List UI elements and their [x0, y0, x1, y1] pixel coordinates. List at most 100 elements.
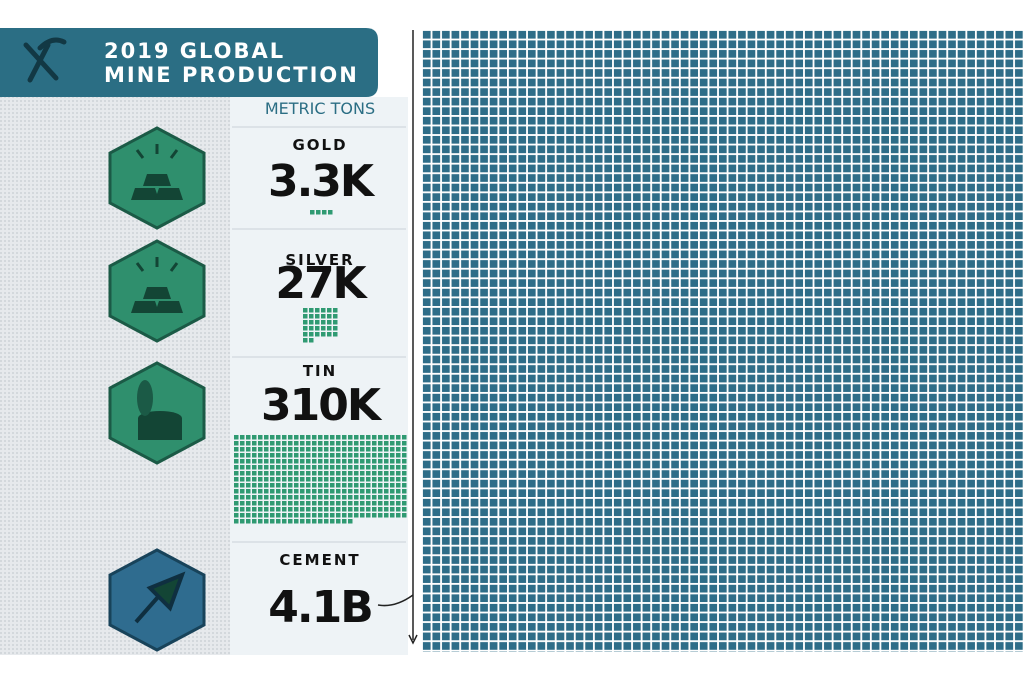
mini-square [354, 483, 359, 488]
mini-square [312, 441, 317, 446]
mini-square [234, 441, 239, 446]
mini-square [402, 501, 407, 506]
mini-square [390, 477, 395, 482]
rays [135, 144, 179, 159]
mini-square [354, 501, 359, 506]
mini-square [366, 495, 371, 500]
mini-square [318, 489, 323, 494]
rays [135, 257, 179, 272]
item-value: 27K [275, 258, 368, 309]
mini-square [384, 495, 389, 500]
mini-square [336, 483, 341, 488]
mini-square [282, 483, 287, 488]
mini-square [234, 477, 239, 482]
mini-square [318, 501, 323, 506]
mini-square [252, 435, 257, 440]
bracket [377, 30, 418, 645]
mini-square [288, 441, 293, 446]
mini-square [240, 435, 245, 440]
mini-square [384, 471, 389, 476]
mini-square [378, 441, 383, 446]
item-name: SILVER [285, 251, 354, 269]
title-line: MINE PRODUCTION [104, 63, 359, 87]
mini-square [366, 453, 371, 458]
mini-square [330, 495, 335, 500]
mini-square [288, 507, 293, 512]
cement-waffle [422, 30, 1024, 652]
mini-square [360, 435, 365, 440]
mini-square [270, 471, 275, 476]
mini-square [276, 441, 281, 446]
mini-square [360, 513, 365, 518]
mini-square [321, 326, 326, 331]
mini-square [390, 441, 395, 446]
mini-square [390, 495, 395, 500]
mini-square [246, 477, 251, 482]
mini-square [324, 447, 329, 452]
item-name: TIN [303, 362, 337, 380]
mini-square [330, 477, 335, 482]
mini-square [306, 465, 311, 470]
mini-square [306, 495, 311, 500]
mini-square [354, 477, 359, 482]
unit-label: METRIC TONS [265, 99, 375, 118]
mini-square [252, 453, 257, 458]
mini-square [390, 513, 395, 518]
mini-square [270, 489, 275, 494]
mini-square [303, 314, 308, 319]
mini-square [360, 495, 365, 500]
mini-square [240, 501, 245, 506]
mini-square [264, 495, 269, 500]
mini-square [390, 459, 395, 464]
mini-square [315, 326, 320, 331]
mini-square [342, 519, 347, 524]
mini-square [294, 495, 299, 500]
mini-square [252, 447, 257, 452]
mini-square [264, 447, 269, 452]
mini-square [306, 489, 311, 494]
mini-square [234, 513, 239, 518]
mini-square [384, 513, 389, 518]
mini-square [246, 501, 251, 506]
bar-glyph [143, 174, 171, 186]
mini-square [246, 435, 251, 440]
mini-square [300, 519, 305, 524]
mini-square [330, 447, 335, 452]
mini-square [288, 471, 293, 476]
mini-square [322, 210, 327, 215]
item-value: 3.3K [268, 156, 376, 207]
mini-square [234, 507, 239, 512]
mini-square [384, 459, 389, 464]
mini-square [300, 453, 305, 458]
mini-square [366, 447, 371, 452]
mini-square [276, 489, 281, 494]
mini-square [252, 513, 257, 518]
mini-square [318, 513, 323, 518]
mini-square [294, 477, 299, 482]
mini-square [316, 210, 321, 215]
mini-square [324, 453, 329, 458]
mini-square [360, 507, 365, 512]
mini-square [336, 459, 341, 464]
mini-square [336, 495, 341, 500]
mini-square [330, 459, 335, 464]
mini-square [378, 459, 383, 464]
mini-square [327, 314, 332, 319]
mini-square [294, 459, 299, 464]
mini-square [330, 441, 335, 446]
can-lid [137, 380, 153, 416]
mini-square [270, 441, 275, 446]
mini-square [384, 477, 389, 482]
mini-square [294, 471, 299, 476]
mini-square [258, 519, 263, 524]
mini-square [402, 465, 407, 470]
mini-square [246, 471, 251, 476]
mini-square [234, 435, 239, 440]
mini-square [294, 513, 299, 518]
mini-square [276, 477, 281, 482]
mini-square [282, 513, 287, 518]
mini-square [378, 477, 383, 482]
mini-square [378, 471, 383, 476]
mini-square [270, 507, 275, 512]
mini-square [282, 501, 287, 506]
